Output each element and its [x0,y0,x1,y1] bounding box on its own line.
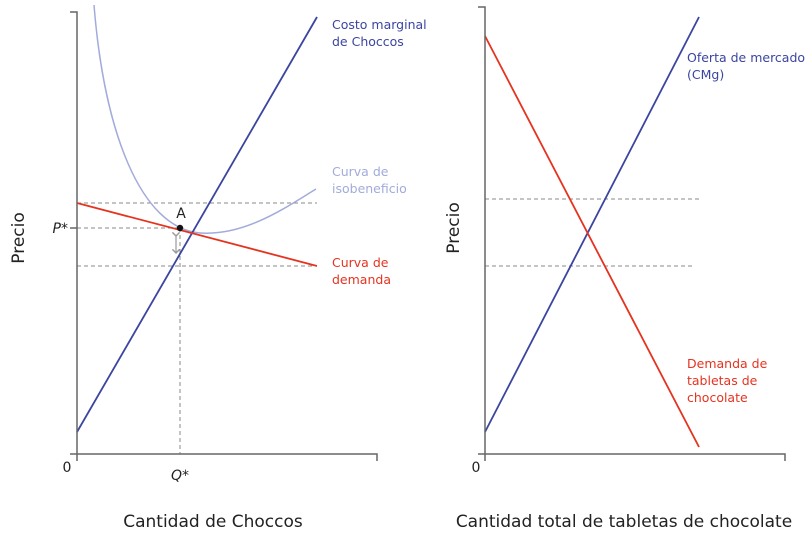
market-demand-label: Demanda de tabletas de chocolate [687,356,771,405]
right-panel: Precio Cantidad total de tabletas de cho… [444,6,809,532]
right-origin-label: 0 [472,460,481,476]
isoprofit-curve [93,4,317,234]
mc-label: Costo marginal de Choccos [332,17,431,49]
market-supply-label: Oferta de mercado (CMg) [687,50,809,82]
left-origin-label: 0 [63,460,72,476]
right-dashed-guides [485,198,700,267]
left-demand-label: Curva de demanda [332,255,392,287]
left-axes [70,11,378,461]
left-dashed-guides [77,202,317,454]
isoprofit-label: Curva de isobeneficio [332,164,407,196]
point-a-label: A [176,206,186,222]
market-supply-line [484,16,700,433]
right-y-axis-label: Precio [444,202,464,254]
left-x-axis-label: Cantidad de Choccos [123,512,303,532]
market-demand-line [484,35,700,448]
demand-line [76,202,318,267]
left-panel: Precio Cantidad de Choccos 0 P* Q* A Cos… [9,4,431,532]
q-star-label: Q* [171,468,189,484]
point-a [176,224,184,232]
left-y-axis-label: Precio [9,212,29,264]
right-x-axis-label: Cantidad total de tabletas de chocolate [456,512,792,532]
marginal-cost-line [76,16,318,433]
p-star-label: P* [53,221,68,237]
right-axes [478,6,786,461]
